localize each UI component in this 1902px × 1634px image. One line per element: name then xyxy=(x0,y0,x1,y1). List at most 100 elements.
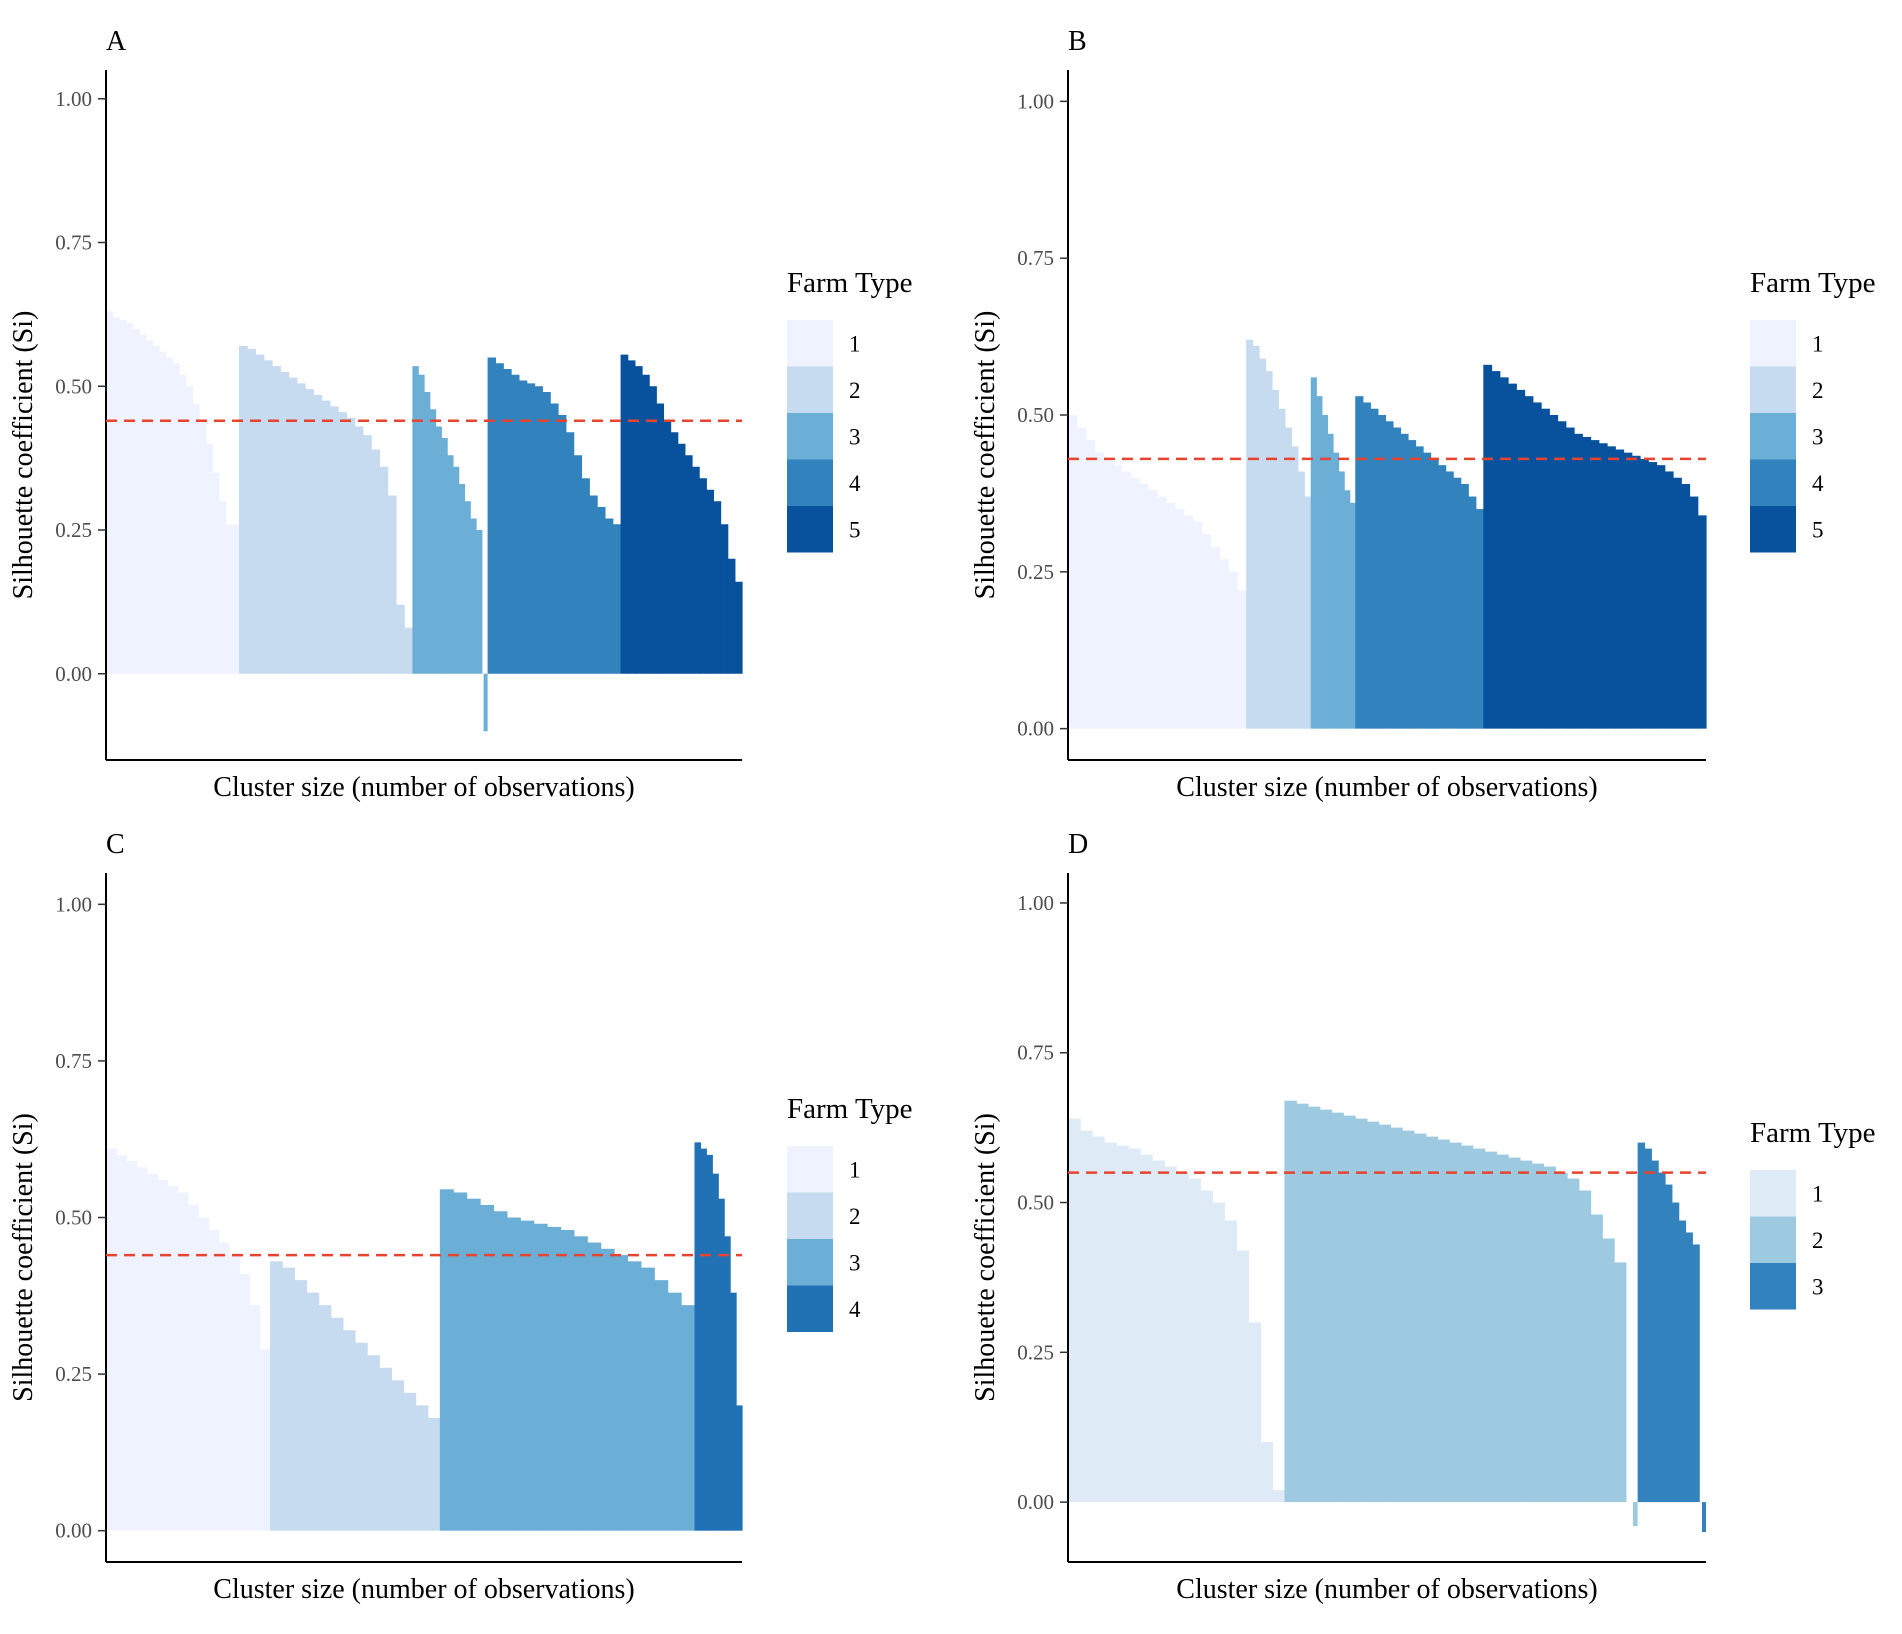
panel-title: A xyxy=(106,26,127,57)
silhouette-bar xyxy=(1104,1142,1117,1503)
silhouette-bar xyxy=(1400,433,1409,729)
silhouette-bar xyxy=(1392,427,1402,729)
silhouette-bar xyxy=(699,478,707,674)
silhouette-bar xyxy=(1210,546,1221,729)
legend-label-3: 3 xyxy=(1812,1274,1824,1299)
silhouette-bar xyxy=(453,1192,468,1531)
silhouette-bar xyxy=(1297,471,1305,729)
silhouette-bar xyxy=(288,377,298,674)
silhouette-bar xyxy=(1362,402,1371,729)
legend-title: Farm Type xyxy=(1750,1117,1876,1149)
legend: Farm Type 1 2 3 4 5 xyxy=(787,267,913,553)
silhouette-bar xyxy=(238,346,248,674)
silhouette-bar xyxy=(1407,440,1417,729)
x-axis-label: Cluster size (number of observations) xyxy=(1176,1574,1597,1605)
silhouette-bar xyxy=(1423,452,1432,729)
silhouette-bar xyxy=(1370,408,1379,729)
silhouette-bar xyxy=(649,386,657,674)
silhouette-bar xyxy=(346,417,356,674)
legend-title: Farm Type xyxy=(787,267,913,299)
silhouette-bar xyxy=(239,1273,251,1531)
silhouette-bar xyxy=(1278,408,1286,729)
silhouette-bar xyxy=(1236,1250,1249,1503)
y-tick-label: 0.50 xyxy=(1017,1191,1054,1215)
silhouette-bar xyxy=(342,1330,356,1531)
silhouette-bar xyxy=(147,1173,158,1531)
silhouette-bar xyxy=(1319,1109,1333,1503)
legend-title: Farm Type xyxy=(1750,267,1876,299)
silhouette-bar xyxy=(1304,496,1312,729)
silhouette-bar xyxy=(493,1211,508,1531)
silhouette-bar xyxy=(1116,1145,1129,1503)
y-tick-label: 0.00 xyxy=(1017,717,1054,741)
cluster-1-bars xyxy=(1068,415,1247,729)
legend-label-5: 5 xyxy=(1812,517,1824,542)
silhouette-bar xyxy=(404,627,414,674)
silhouette-bar xyxy=(424,392,431,674)
x-axis-label: Cluster size (number of observations) xyxy=(1176,772,1597,803)
y-tick-label: 0.25 xyxy=(55,1362,92,1386)
silhouette-bar xyxy=(503,369,512,674)
silhouette-bar xyxy=(640,1267,655,1531)
silhouette-bar xyxy=(280,371,290,674)
silhouette-bar xyxy=(642,374,650,674)
legend-swatch-1 xyxy=(1750,1170,1796,1217)
cluster-2-bars xyxy=(1246,339,1312,729)
silhouette-bar xyxy=(1080,1130,1093,1503)
silhouette-bar xyxy=(692,466,700,674)
silhouette-bar xyxy=(1623,452,1633,729)
legend-swatch-4 xyxy=(787,459,833,506)
silhouette-bar xyxy=(387,495,397,674)
silhouette-bar xyxy=(1094,452,1105,729)
silhouette-bar xyxy=(614,1255,629,1531)
silhouette-bar xyxy=(185,386,194,674)
silhouette-bar xyxy=(620,354,629,674)
silhouette-bar xyxy=(429,409,437,674)
silhouette-bar xyxy=(418,374,425,674)
silhouette-bar xyxy=(1402,1130,1415,1503)
silhouette-bar xyxy=(139,334,147,674)
silhouette-bar xyxy=(1484,1151,1497,1503)
silhouette-bar xyxy=(116,1154,128,1531)
silhouette-bar xyxy=(681,1305,696,1531)
silhouette-bar xyxy=(1516,389,1526,729)
silhouette-bar xyxy=(415,1405,429,1531)
silhouette-bar xyxy=(354,426,364,674)
silhouette-bar xyxy=(1321,415,1329,729)
silhouette-bar xyxy=(1648,462,1658,729)
silhouette-bar xyxy=(1499,377,1509,729)
silhouette-bar xyxy=(520,1220,535,1531)
silhouette-bar xyxy=(1310,377,1317,729)
silhouette-bar xyxy=(654,1280,669,1531)
silhouette-bar xyxy=(1508,1157,1521,1503)
silhouette-bar xyxy=(581,478,590,674)
legend: Farm Type 1 2 3 4 xyxy=(787,1093,913,1332)
silhouette-bar xyxy=(232,524,240,674)
silhouette-bar xyxy=(1664,471,1674,729)
y-tick-label: 1.00 xyxy=(55,892,92,916)
legend-swatch-2 xyxy=(787,1192,833,1239)
silhouette-bar xyxy=(1631,455,1641,729)
silhouette-bar xyxy=(1468,496,1477,729)
legend-label-3: 3 xyxy=(849,424,861,449)
silhouette-bar xyxy=(1366,1121,1380,1503)
silhouette-bar xyxy=(145,340,154,674)
silhouette-bar xyxy=(1461,1145,1474,1503)
silhouette-bar xyxy=(1390,1127,1403,1503)
silhouette-bar xyxy=(263,360,273,674)
silhouette-bar xyxy=(511,374,520,674)
legend-label-1: 1 xyxy=(1812,1181,1824,1206)
silhouette-bar xyxy=(152,346,160,674)
silhouette-bar xyxy=(634,366,643,674)
legend-swatch-2 xyxy=(787,366,833,413)
silhouette-bar xyxy=(259,1349,271,1531)
silhouette-bar xyxy=(1475,509,1484,729)
silhouette-bar xyxy=(550,403,559,674)
silhouette-bar xyxy=(458,484,466,674)
silhouette-bar xyxy=(627,1261,642,1531)
silhouette-bar xyxy=(1291,446,1299,729)
y-tick-label: 0.50 xyxy=(1017,403,1054,427)
legend-label-2: 2 xyxy=(849,378,861,403)
silhouette-bar xyxy=(305,389,314,674)
y-tick-label: 0.75 xyxy=(1017,1041,1054,1065)
